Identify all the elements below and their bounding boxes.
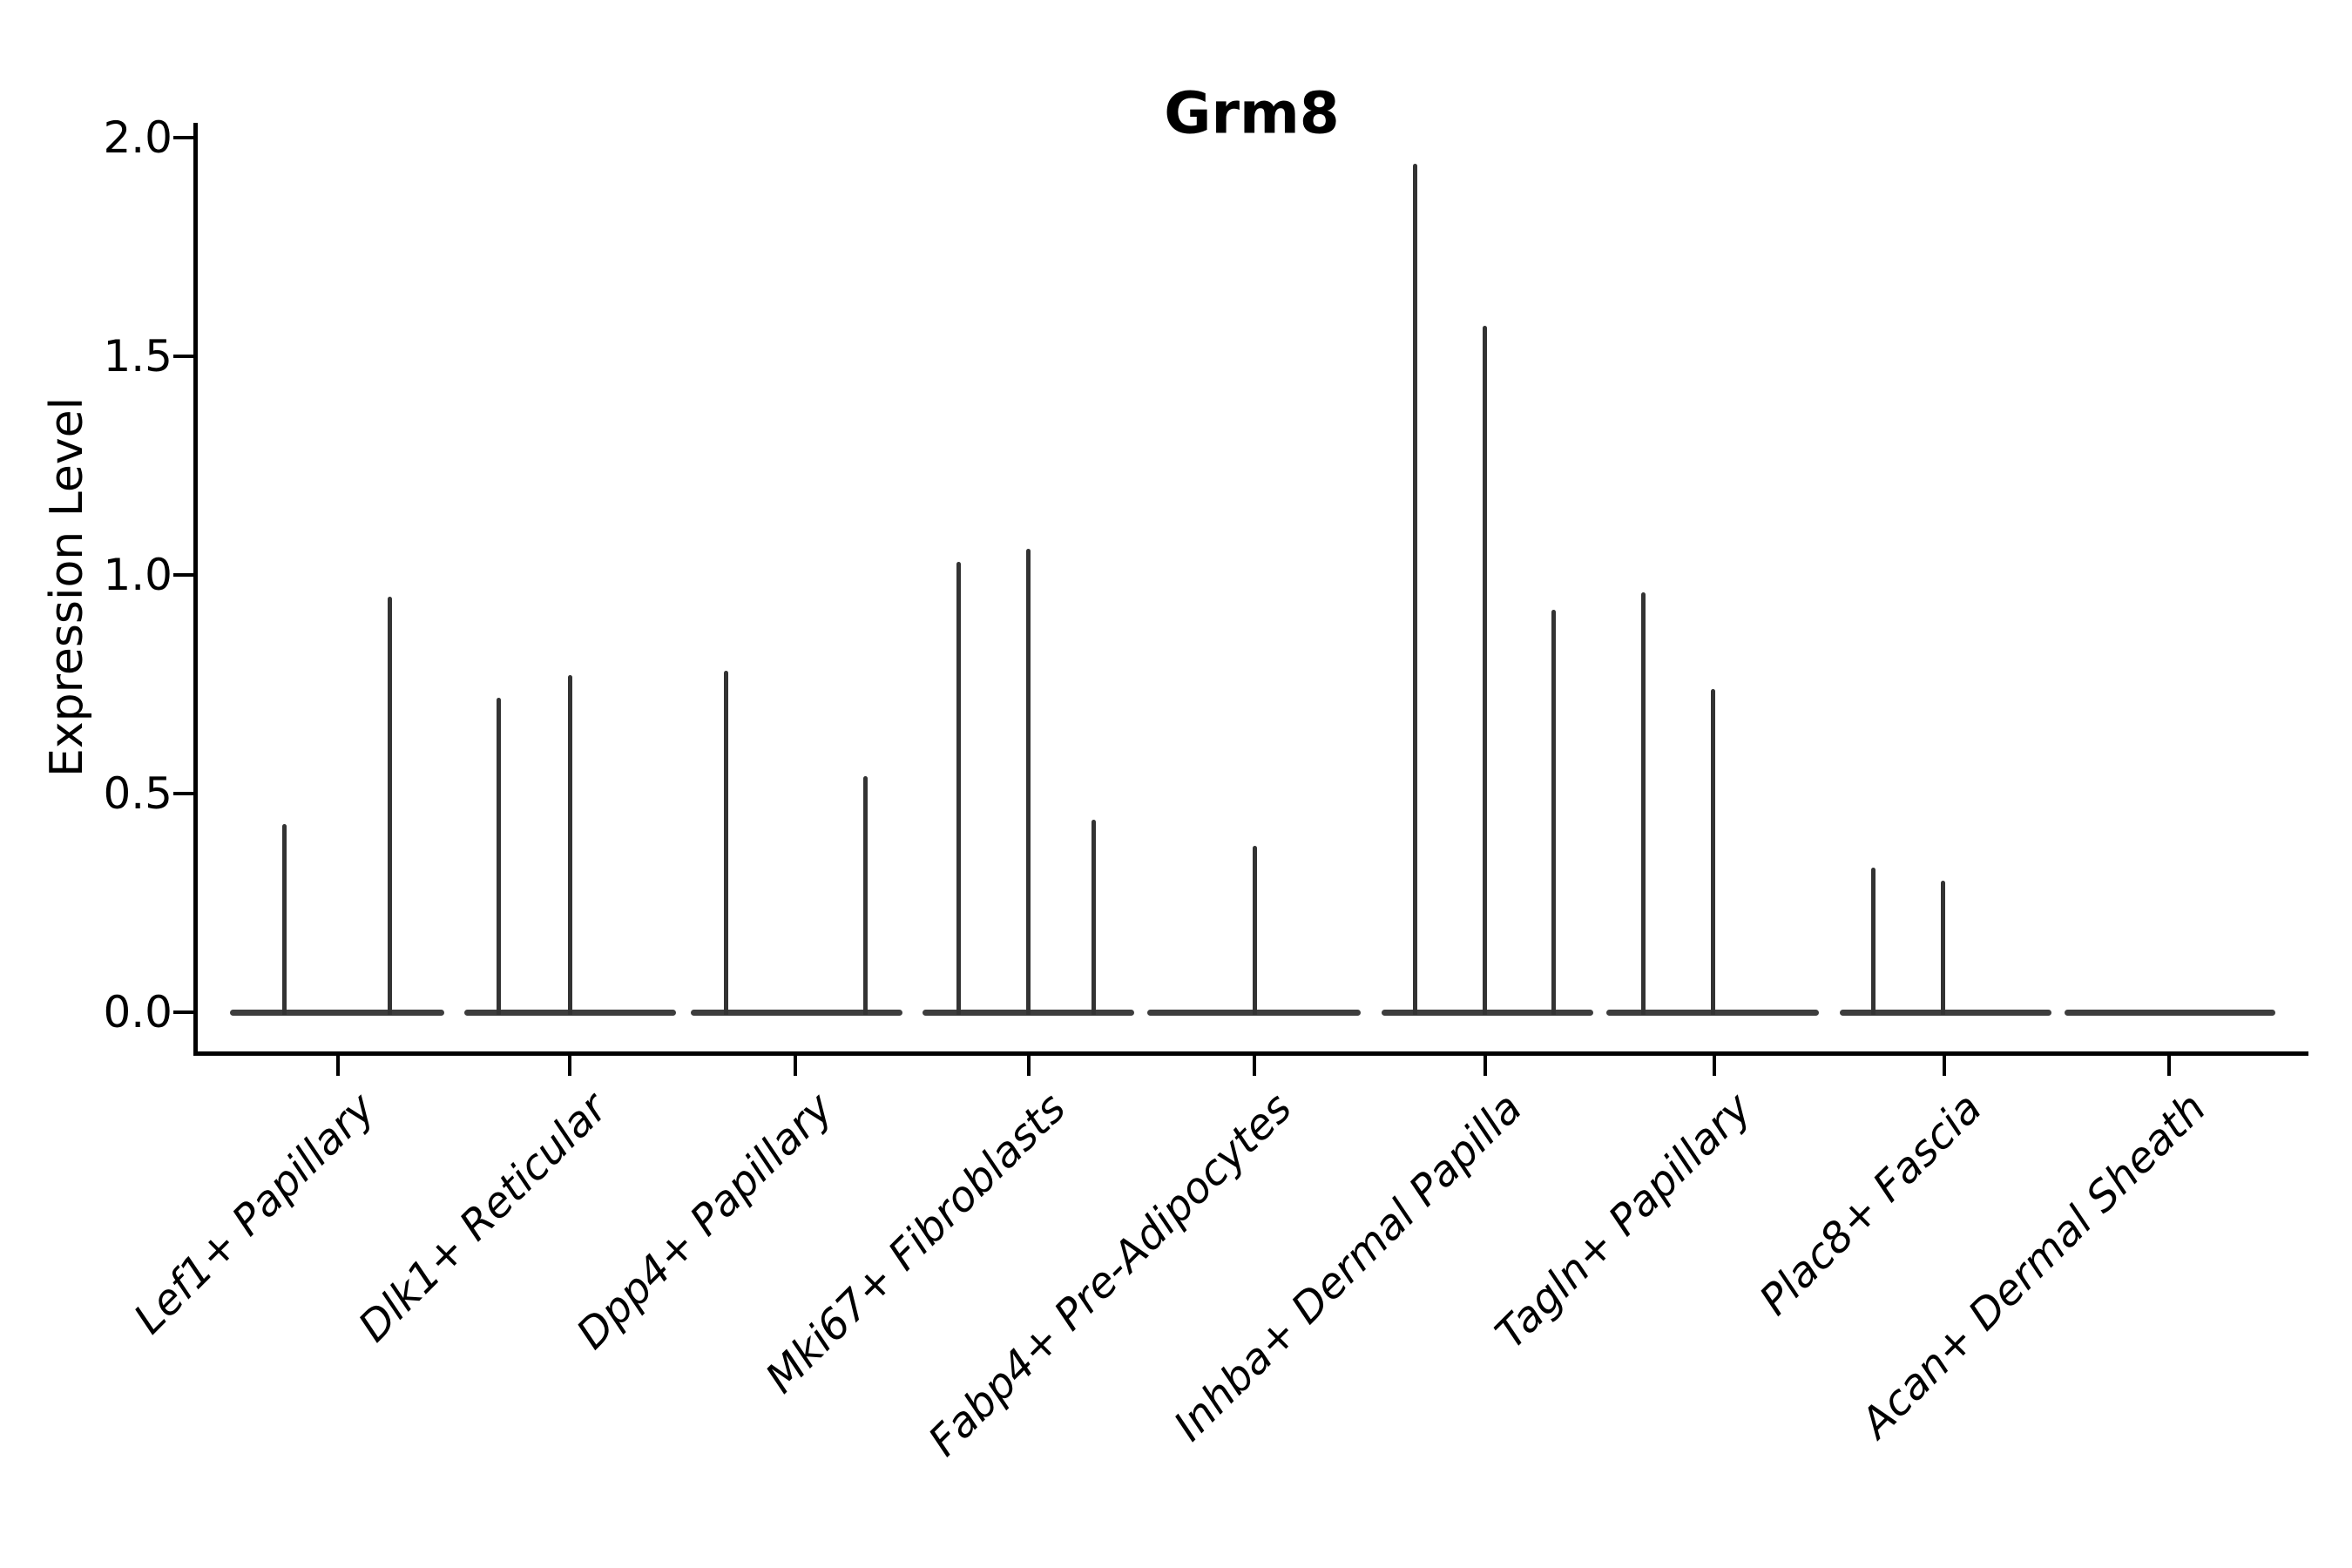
violin-spike bbox=[387, 597, 392, 1015]
violin-baseline bbox=[691, 1009, 902, 1016]
y-tick-label: 1.5 bbox=[103, 331, 172, 382]
y-tick-label: 1.0 bbox=[103, 550, 172, 600]
violin-spike bbox=[281, 824, 287, 1015]
violin-spike bbox=[956, 561, 961, 1015]
y-tick-label: 2.0 bbox=[103, 112, 172, 163]
x-tick-mark bbox=[336, 1056, 340, 1076]
x-tick-mark bbox=[1027, 1056, 1031, 1076]
x-tick-mark bbox=[568, 1056, 571, 1076]
x-tick-label: Dlk1+ Reticular bbox=[348, 1084, 617, 1352]
y-tick-mark bbox=[173, 573, 193, 577]
x-tick-label: Plac8+ Fascia bbox=[1749, 1084, 1991, 1325]
violin-spike bbox=[1870, 868, 1876, 1015]
violin-spike bbox=[1091, 820, 1096, 1015]
violin-spike bbox=[1940, 881, 1945, 1015]
x-tick-mark bbox=[2167, 1056, 2171, 1076]
y-tick-label: 0.0 bbox=[103, 987, 172, 1037]
x-tick-mark bbox=[1253, 1056, 1256, 1076]
violin-spike bbox=[1482, 325, 1487, 1015]
x-tick-mark bbox=[1713, 1056, 1716, 1076]
violin-baseline bbox=[1382, 1009, 1593, 1016]
y-axis-spine bbox=[193, 123, 198, 1056]
y-tick-mark bbox=[173, 355, 193, 358]
x-tick-label: Lef1+ Papillary bbox=[125, 1084, 385, 1344]
x-tick-mark bbox=[1943, 1056, 1946, 1076]
y-tick-mark bbox=[173, 792, 193, 795]
violin-spike bbox=[723, 671, 728, 1015]
violin-spike bbox=[1551, 610, 1556, 1015]
violin-baseline bbox=[2065, 1009, 2275, 1016]
x-tick-mark bbox=[794, 1056, 797, 1076]
y-tick-mark bbox=[173, 136, 193, 139]
x-axis-spine bbox=[193, 1051, 2308, 1056]
x-tick-mark bbox=[1484, 1056, 1487, 1076]
violin-spike bbox=[1640, 592, 1646, 1015]
violin-spike bbox=[496, 697, 501, 1015]
y-tick-label: 0.5 bbox=[103, 768, 172, 819]
violin-spike bbox=[1412, 164, 1417, 1015]
violin-spike bbox=[567, 675, 572, 1015]
violin-baseline bbox=[230, 1009, 444, 1016]
x-tick-label: Tagln+ Papillary bbox=[1486, 1084, 1761, 1359]
violin-spike bbox=[1710, 688, 1715, 1015]
y-axis-label: Expression Level bbox=[41, 396, 93, 778]
violin-spike bbox=[1252, 846, 1257, 1015]
y-tick-mark bbox=[173, 1010, 193, 1014]
violin-spike bbox=[1025, 548, 1031, 1015]
x-tick-label: Fabp4+ Pre-Adipocytes bbox=[919, 1084, 1301, 1466]
plot-title: Grm8 bbox=[1164, 79, 1340, 147]
violin-spike bbox=[862, 775, 868, 1015]
violin-baseline bbox=[1840, 1009, 2051, 1016]
